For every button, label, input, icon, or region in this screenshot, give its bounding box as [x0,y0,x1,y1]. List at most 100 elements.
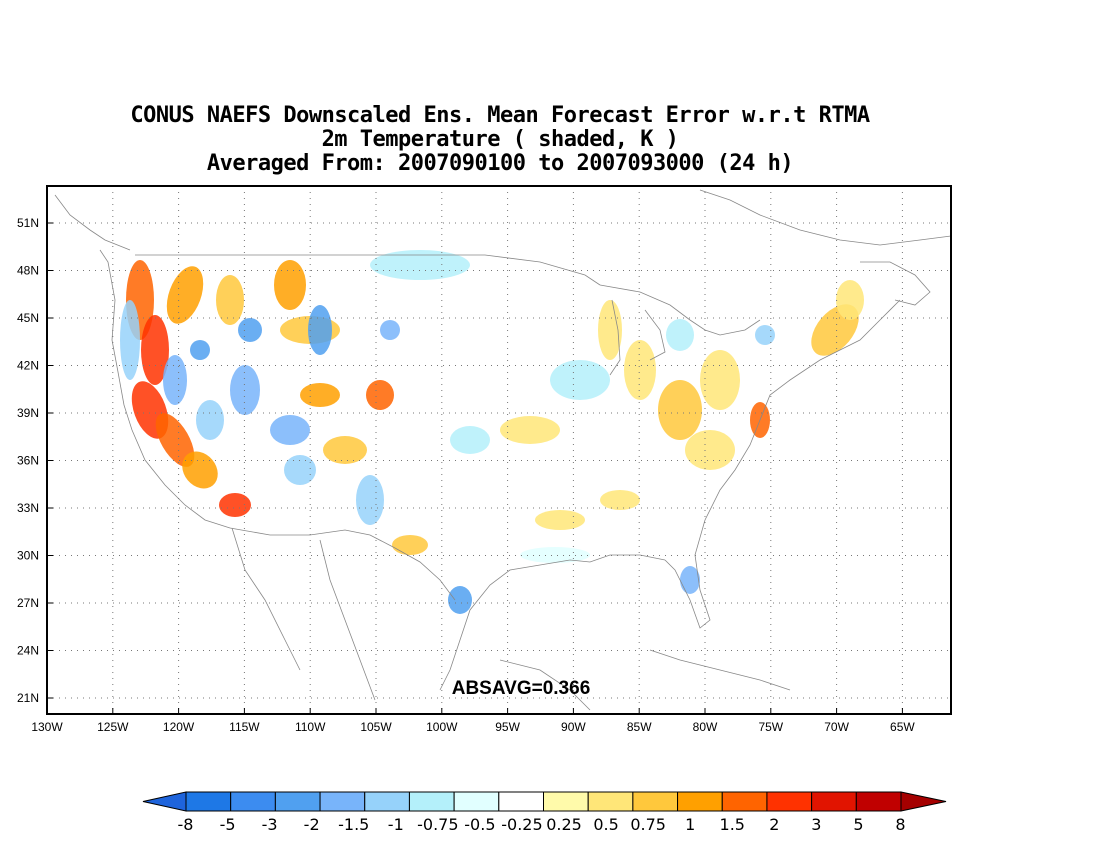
lon-label: 115W [229,720,260,734]
colorbar-label: 5 [853,815,863,834]
colorbar: -8 -5 -3 -2 -1.5 -1 -0.75 -0.5 -0.25 0.25 0.5 0.75 1… [142,791,947,834]
colorbar-box [498,791,544,812]
error-blob [448,586,472,614]
map-title-line1: CONUS NAEFS Downscaled Ens. Mean Forecas… [130,103,870,128]
error-blob [836,280,864,320]
error-blob [219,493,251,517]
error-blob [166,266,204,324]
colorbar-label: -3 [262,815,278,834]
error-blob [392,535,428,555]
error-blob [658,380,702,440]
colorbar-box [230,791,276,812]
lon-label: 70W [824,720,849,734]
lat-label: 21N [17,691,39,705]
colorbar-label: -2 [304,815,320,834]
error-blob [120,300,140,380]
map-title-line2: 2m Temperature ( shaded, K ) [321,127,679,152]
error-blob [270,415,310,445]
colorbar-label: 0.5 [593,815,618,834]
cuba-coast-line [649,649,791,691]
lon-label: 130W [31,720,63,734]
lon-label: 80W [693,720,718,734]
colorbar-label: -0.25 [501,815,542,834]
error-blob [163,355,187,405]
error-blob [190,340,210,360]
lon-label: 105W [360,720,392,734]
lon-label: 90W [561,720,586,734]
lon-label: 75W [758,720,783,734]
gulf-coast-line [439,554,666,691]
error-blob [666,319,694,351]
error-blob [685,430,735,470]
colorbar-box [721,791,768,812]
error-blob [323,436,367,464]
hudson-region-line [699,189,951,246]
colorbar-label: 2 [769,815,779,834]
lat-label: 24N [17,644,39,658]
colorbar-label: -8 [178,815,194,834]
lat-label: 45N [17,311,39,325]
error-blob [520,547,590,563]
lon-label: 95W [495,720,520,734]
lat-label: 36N [17,454,39,468]
error-blob [141,315,169,385]
mexico-border-line [229,527,456,601]
great-lakes-line [599,284,761,336]
colorbar-label: 3 [811,815,821,834]
error-blob [216,275,244,325]
lon-label: 85W [627,720,652,734]
colorbar-box [766,791,813,812]
colorbar-arrow-high [900,791,947,812]
error-blob [274,260,306,310]
lat-label: 48N [17,264,39,278]
error-blob [196,400,224,440]
lat-label: 51N [17,216,39,230]
error-blob [535,510,585,530]
canada-north-coast-line [54,194,131,251]
lat-label: 39N [17,406,39,420]
map-frame [46,185,952,715]
canada-border-line [135,254,601,286]
error-blob [600,490,640,510]
lat-label: 30N [17,549,39,563]
map-title-line3: Averaged From: 2007090100 to 2007093000 … [206,151,794,176]
error-blob [700,350,740,410]
colorbar-box [453,791,500,812]
error-blob [308,305,332,355]
error-blob [155,413,195,467]
error-blob [366,380,394,410]
error-blob [238,318,262,342]
lat-lon-grid [47,186,951,714]
colorbar-label: -1 [388,815,404,834]
lat-label: 42N [17,359,39,373]
error-blob [300,383,340,407]
colorbar-box [632,791,679,812]
lat-label: 33N [17,501,39,515]
lon-label: 125W [97,720,129,734]
colorbar-box [677,791,723,812]
error-blob [680,566,700,594]
lat-label: 27N [17,596,39,610]
colorbar-label: 1 [685,815,695,834]
error-blob [356,475,384,525]
temperature-error-field [120,250,864,614]
error-blob [230,365,260,415]
colorbar-box [408,791,455,812]
east-coast-line [664,299,901,629]
colorbar-arrow-low [142,791,187,812]
longitude-labels: 130W 125W 120W 115W 110W 105W 100W 95W 90W 85W 80W… [31,708,915,734]
lon-label: 110W [295,720,326,734]
newfoundland-line [860,261,931,306]
colorbar-box [855,791,902,812]
baja-coast-line [231,527,301,671]
colorbar-label: 1.5 [720,815,745,834]
colorbar-box [543,791,589,812]
absavg-label: ABSAVG=0.366 [452,678,591,699]
colorbar-label: -1.5 [338,815,369,834]
colorbar-box [319,791,366,812]
west-coast-line [99,249,231,529]
error-blob [550,360,610,400]
colorbar-label: 0.25 [546,815,582,834]
error-blob [284,455,316,485]
